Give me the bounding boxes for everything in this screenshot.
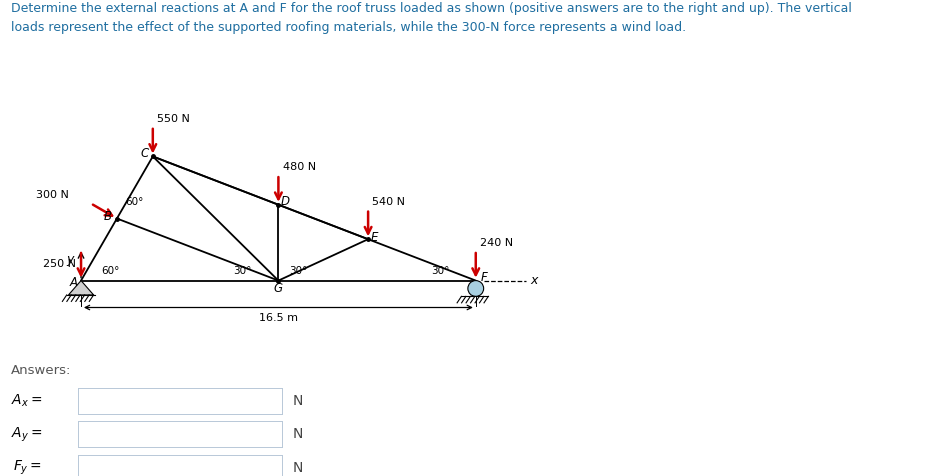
- Text: 30°: 30°: [234, 266, 252, 276]
- Text: 240 N: 240 N: [480, 238, 514, 248]
- Text: $A_x=$: $A_x=$: [10, 393, 42, 409]
- Text: 540 N: 540 N: [373, 197, 405, 207]
- Text: C: C: [141, 147, 149, 160]
- Text: 60°: 60°: [125, 197, 143, 207]
- Polygon shape: [69, 280, 94, 295]
- Text: 250 N: 250 N: [43, 259, 76, 269]
- Text: $A_y=$: $A_y=$: [10, 425, 42, 444]
- Text: i: i: [61, 428, 65, 441]
- Text: $F_y=$: $F_y=$: [13, 458, 42, 476]
- Text: i: i: [61, 395, 65, 407]
- Text: Determine the external reactions at A and F for the roof truss loaded as shown (: Determine the external reactions at A an…: [11, 2, 852, 15]
- Text: i: i: [61, 461, 65, 474]
- Text: F: F: [480, 271, 487, 284]
- Text: N: N: [293, 427, 303, 441]
- Text: E: E: [371, 231, 378, 244]
- Text: 480 N: 480 N: [283, 162, 316, 172]
- Text: 300 N: 300 N: [36, 189, 69, 199]
- Text: Answers:: Answers:: [11, 364, 71, 377]
- Text: $x$: $x$: [529, 274, 540, 287]
- Text: N: N: [293, 394, 303, 408]
- Text: 550 N: 550 N: [157, 114, 190, 124]
- Text: 16.5 m: 16.5 m: [259, 313, 298, 323]
- Text: G: G: [273, 282, 283, 295]
- Text: 30°: 30°: [289, 266, 308, 276]
- Text: N: N: [293, 461, 303, 475]
- Circle shape: [468, 280, 484, 297]
- Text: $y$: $y$: [66, 254, 76, 268]
- Text: 60°: 60°: [101, 266, 120, 276]
- Text: D: D: [280, 195, 289, 208]
- Text: B: B: [104, 210, 112, 223]
- Text: loads represent the effect of the supported roofing materials, while the 300-N f: loads represent the effect of the suppor…: [11, 21, 686, 34]
- Text: A: A: [70, 276, 77, 289]
- Text: 30°: 30°: [431, 266, 449, 276]
